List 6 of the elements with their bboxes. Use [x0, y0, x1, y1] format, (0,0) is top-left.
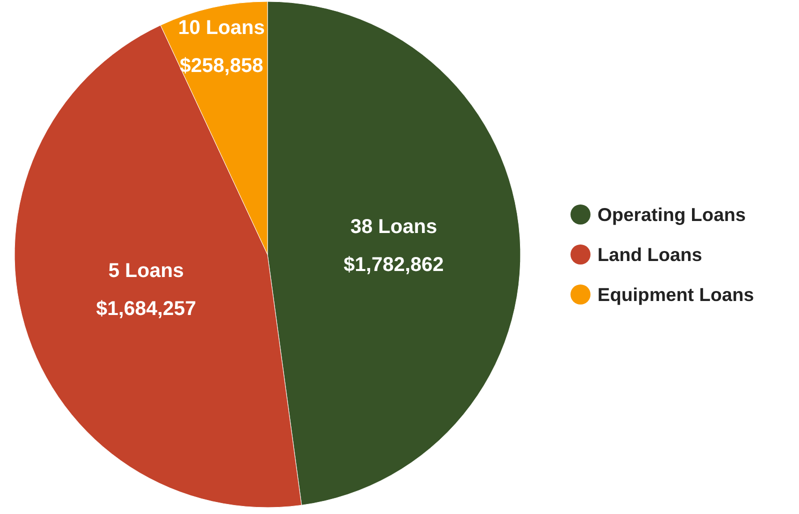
legend-label: Land Loans: [598, 244, 702, 265]
data-label: 5 Loans $1,684,257: [96, 260, 196, 320]
legend-label: Operating Loans: [598, 204, 746, 225]
legend-label: Equipment Loans: [598, 284, 754, 305]
data-label: 38 Loans $1,782,862: [344, 216, 444, 276]
data-label: 10 Loans $258,858: [178, 17, 265, 78]
